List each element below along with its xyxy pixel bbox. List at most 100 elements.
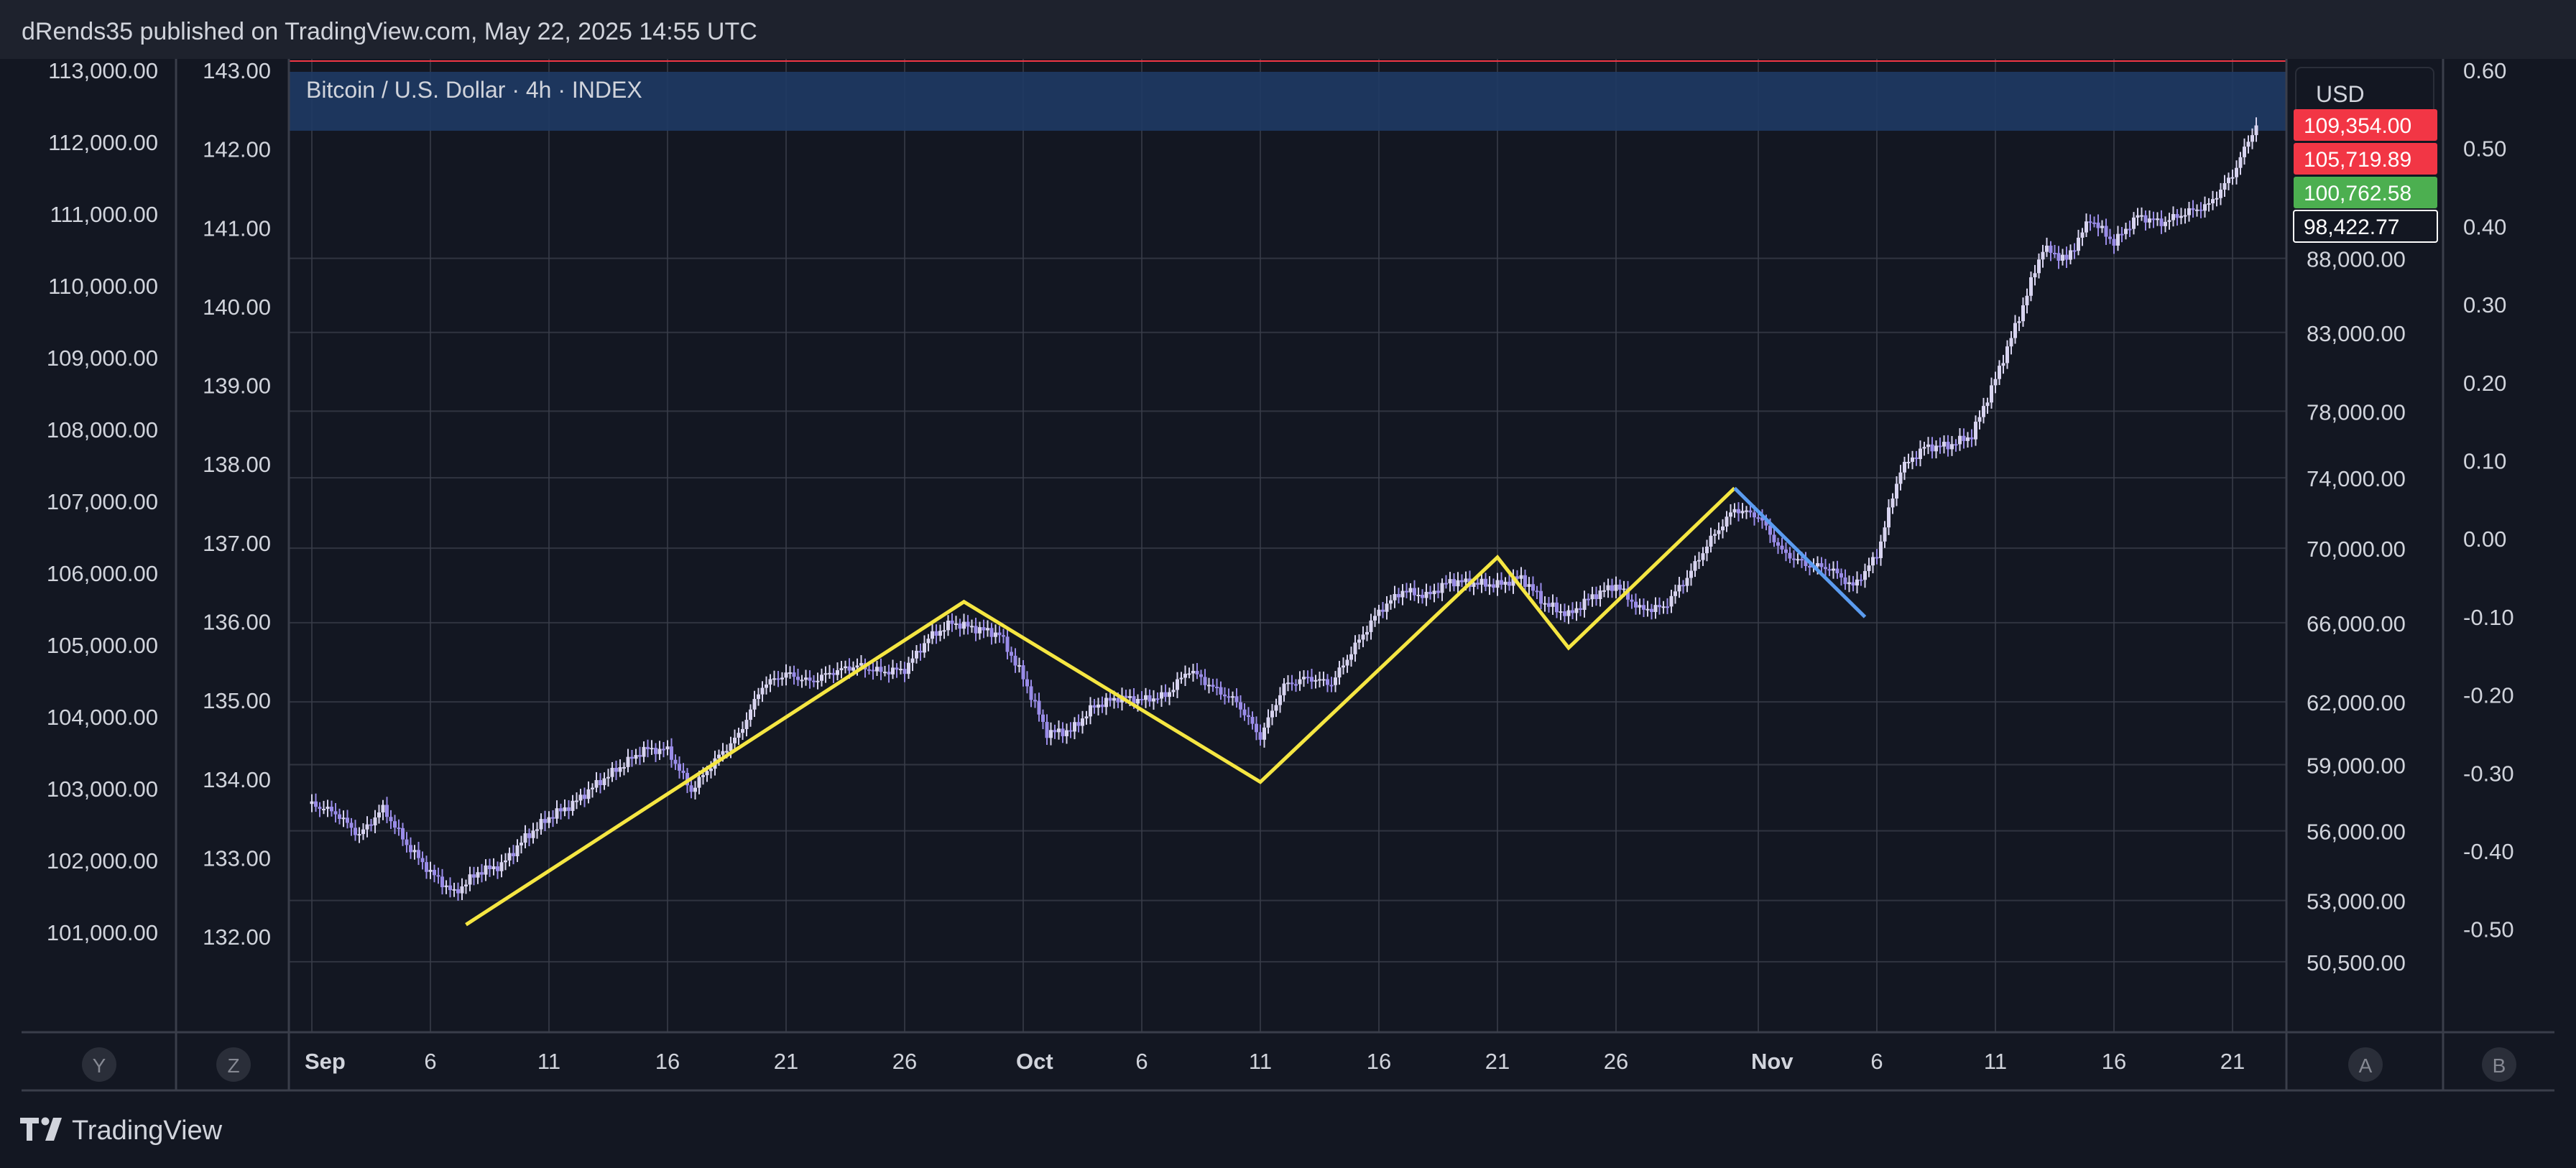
candle-body (1049, 730, 1053, 738)
candle-body (1132, 696, 1136, 704)
candle-body (1211, 685, 1215, 687)
legend: Bitcoin / U.S. Dollar · 4h · INDEX (289, 60, 2286, 131)
footer-brand: TradingView (72, 1116, 223, 1146)
candle-body (2187, 208, 2191, 215)
candle-body (1693, 561, 1697, 571)
candle-body (1974, 422, 1977, 440)
y-tick-far-right: 0.40 (2463, 214, 2506, 239)
candle-body (527, 833, 531, 838)
candle-body (1160, 692, 1163, 699)
candle-body (1393, 593, 1397, 601)
candle-body (578, 794, 583, 801)
candle-body (559, 808, 563, 812)
candle-body (1729, 512, 1732, 517)
candle-body (2207, 203, 2211, 205)
candle-body (1033, 700, 1037, 702)
x-tick-label: 16 (2102, 1049, 2126, 1074)
candle-body (2238, 157, 2243, 168)
candle-body (2005, 346, 2009, 363)
candle-body (1108, 697, 1112, 701)
candle-body (1993, 379, 1998, 386)
candle-body (480, 872, 484, 875)
candle-body (1602, 590, 1606, 592)
candle-body (630, 756, 634, 759)
candle-body (657, 748, 662, 754)
candle-body (2077, 237, 2080, 251)
candle-body (970, 626, 974, 628)
candle-body (1413, 588, 1416, 595)
y-tick-far-left: 105,000.00 (47, 633, 158, 658)
candle-body (1381, 609, 1385, 612)
candle-body (1037, 700, 1041, 715)
candle-body (594, 779, 599, 788)
candle-body (808, 677, 812, 681)
x-tick-label: Oct (1016, 1049, 1053, 1074)
candle-body (1519, 575, 1523, 579)
y-tick-left: 135.00 (203, 688, 271, 713)
axis-button-b[interactable]: B (2482, 1047, 2516, 1082)
x-tick-label: 26 (892, 1049, 917, 1074)
chart-title: Bitcoin / U.S. Dollar · 4h · INDEX (306, 77, 642, 103)
candle-body (1950, 444, 1954, 450)
candle-body (1788, 552, 1792, 559)
candle-body (535, 829, 539, 831)
candle-body (1551, 602, 1555, 607)
candle-body (1590, 594, 1594, 600)
candle-body (389, 817, 393, 822)
y-tick-far-left: 102,000.00 (47, 848, 158, 873)
candle-body (1227, 696, 1231, 698)
candle-body (1223, 694, 1227, 697)
x-tick-label: Nov (1751, 1049, 1793, 1074)
candle-body (591, 787, 594, 789)
candle-body (523, 833, 527, 843)
candle-body (1582, 598, 1587, 611)
candle-body (1353, 642, 1357, 654)
axis-button-z[interactable]: Z (216, 1047, 251, 1082)
candle-body (1136, 699, 1140, 704)
candle-body (812, 680, 816, 682)
candle-body (583, 794, 586, 799)
candle-body (1669, 595, 1674, 607)
price-label-box (2294, 109, 2437, 141)
candle-body (823, 673, 828, 675)
candle-body (926, 639, 931, 644)
candle-body (476, 872, 480, 878)
y-tick-far-left: 113,000.00 (48, 58, 158, 83)
currency-box[interactable]: USD (2295, 67, 2434, 120)
candle-body (1195, 670, 1199, 675)
candle-body (1954, 444, 1958, 446)
candle-body (891, 667, 895, 675)
candle-body (1574, 608, 1579, 613)
candle-body (1594, 594, 1598, 599)
candle-body (2053, 252, 2056, 254)
correction-line (1733, 486, 1867, 618)
candle-body (831, 672, 836, 675)
y-tick-price: 78,000.00 (2307, 399, 2406, 425)
y-tick-price: 56,000.00 (2307, 820, 2406, 845)
candle-body (2033, 273, 2037, 278)
candle-body (1895, 483, 1898, 499)
candle-body (531, 830, 535, 838)
candle-body (586, 789, 591, 799)
candle-body (2064, 254, 2069, 260)
candle-body (1587, 598, 1590, 601)
candle-body (1440, 583, 1444, 593)
candle-body (551, 817, 555, 819)
candle-body (1883, 527, 1887, 542)
axis-button-y[interactable]: Y (82, 1047, 116, 1082)
candle-body (2175, 214, 2179, 218)
candle-body (879, 667, 883, 672)
candle-body (1492, 584, 1495, 588)
y-tick-left: 140.00 (203, 295, 271, 320)
candle-body (902, 669, 907, 675)
candle-body (1855, 579, 1859, 586)
candle-body (326, 807, 330, 810)
y-tick-left: 139.00 (203, 374, 271, 399)
candle-body (1278, 695, 1282, 705)
candle-body (322, 809, 326, 811)
x-tick-label: 21 (774, 1049, 798, 1074)
candle-body (433, 869, 436, 876)
candle-body (2191, 208, 2195, 210)
axis-button-a[interactable]: A (2348, 1047, 2383, 1082)
candle-body (1061, 728, 1065, 736)
